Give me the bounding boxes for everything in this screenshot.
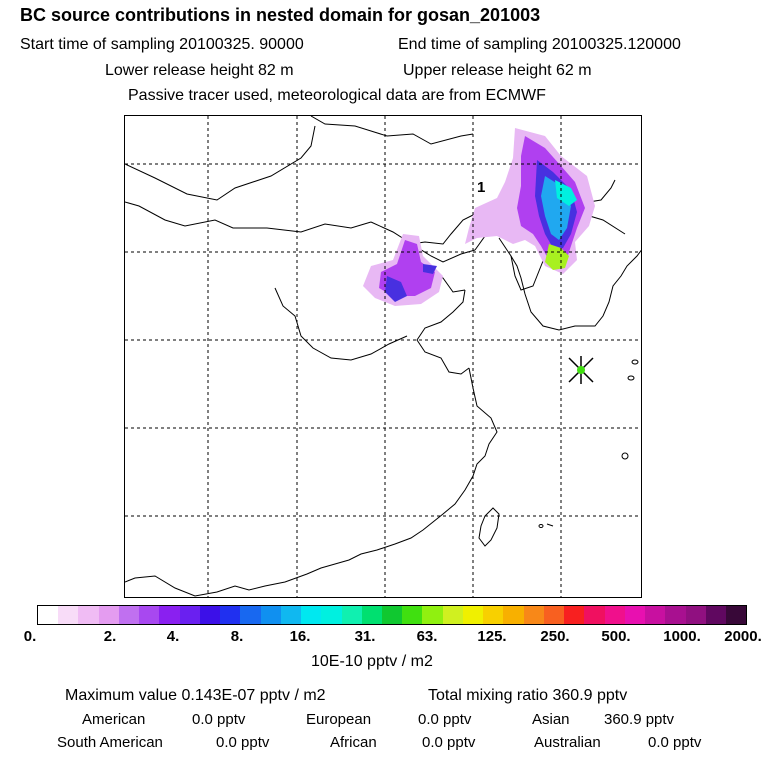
colorbar-segment	[361, 606, 382, 624]
colorbar-tick-label: 2000.	[724, 628, 762, 645]
islands	[478, 359, 639, 547]
colorbar-segment	[543, 606, 565, 624]
colorbar-segment	[199, 606, 221, 624]
colorbar-segment	[564, 606, 585, 624]
colorbar-tick-label: 63.	[416, 628, 438, 645]
colorbar-segment	[98, 606, 119, 624]
colorbar-segment	[280, 606, 302, 624]
region-name: European	[306, 711, 372, 728]
end-time-label: End time of sampling 20100325.120000	[398, 36, 681, 53]
coastline	[125, 116, 641, 597]
colorbar-tick-label: 500.	[601, 628, 631, 645]
colorbar-segment	[139, 606, 160, 624]
map-canvas: 1	[125, 116, 641, 597]
colorbar-tick-label: 2.	[103, 628, 117, 645]
colorbar	[37, 605, 747, 625]
map-title: BC source contributions in nested domain…	[20, 5, 541, 25]
gridlines	[125, 116, 641, 597]
region-value: 0.0 pptv	[648, 734, 702, 751]
colorbar-tick-label: 125.	[477, 628, 507, 645]
colorbar-tick-label: 4.	[166, 628, 180, 645]
region-value: 360.9 pptv	[604, 711, 675, 728]
colorbar-segment	[321, 606, 342, 624]
colorbar-segment	[462, 606, 484, 624]
colorbar-segment	[442, 606, 463, 624]
colorbar-segment	[220, 606, 241, 624]
colorbar-segment	[38, 606, 59, 624]
tracer-note: Passive tracer used, meteorological data…	[128, 87, 546, 104]
colorbar-tick-label: 250.	[540, 628, 570, 645]
colorbar-segment	[725, 606, 747, 624]
colorbar-segment	[503, 606, 524, 624]
colorbar-segment	[665, 606, 686, 624]
colorbar-segment	[58, 606, 79, 624]
colorbar-segment	[523, 606, 544, 624]
colorbar-segment	[301, 606, 322, 624]
colorbar-segment	[381, 606, 403, 624]
region-name: Asian	[532, 711, 570, 728]
colorbar-segment	[422, 606, 443, 624]
colorbar-segment	[604, 606, 625, 624]
colorbar-ticks: 0. 2. 4. 8. 16. 31. 63. 125. 250. 500. 1000. 2000.	[0, 628, 768, 648]
region-value: 0.0 pptv	[422, 734, 476, 751]
colorbar-segment	[159, 606, 180, 624]
region-name: South American	[57, 734, 163, 751]
region-name: American	[82, 711, 146, 728]
star-marker-icon	[568, 356, 594, 384]
region-value: 0.0 pptv	[418, 711, 472, 728]
colorbar-tick-label: 1000.	[663, 628, 701, 645]
colorbar-segment	[705, 606, 726, 624]
colorbar-tick-label: 16.	[289, 628, 311, 645]
region-value: 0.0 pptv	[192, 711, 246, 728]
map-panel: 1	[124, 115, 642, 598]
concentration-plume	[363, 128, 595, 306]
total-mixing-label: Total mixing ratio 360.9 pptv	[428, 687, 628, 704]
max-value-label: Maximum value 0.143E-07 pptv / m2	[65, 687, 326, 704]
colorbar-tick-label: 0.	[23, 628, 37, 645]
colorbar-segment	[240, 606, 261, 624]
start-time-label: Start time of sampling 20100325. 90000	[20, 36, 304, 53]
colorbar-tick-label: 31.	[354, 628, 376, 645]
colorbar-unit: 10E-10 pptv / m2	[311, 653, 433, 670]
colorbar-segment	[685, 606, 706, 624]
colorbar-segment	[260, 606, 281, 624]
colorbar-segment	[645, 606, 666, 624]
upper-release-label: Upper release height 62 m	[403, 62, 592, 79]
colorbar-segment	[341, 606, 362, 624]
region-name: Australian	[534, 734, 601, 751]
colorbar-segment	[584, 606, 605, 624]
colorbar-segment	[118, 606, 140, 624]
colorbar-segment	[179, 606, 200, 624]
region-name: African	[330, 734, 377, 751]
colorbar-segment	[624, 606, 646, 624]
colorbar-segment	[402, 606, 423, 624]
colorbar-segment	[78, 606, 99, 624]
lower-release-label: Lower release height 82 m	[105, 62, 294, 79]
colorbar-tick-label: 8.	[230, 628, 244, 645]
site-label: 1	[477, 179, 485, 196]
region-value: 0.0 pptv	[216, 734, 270, 751]
colorbar-segment	[483, 606, 504, 624]
